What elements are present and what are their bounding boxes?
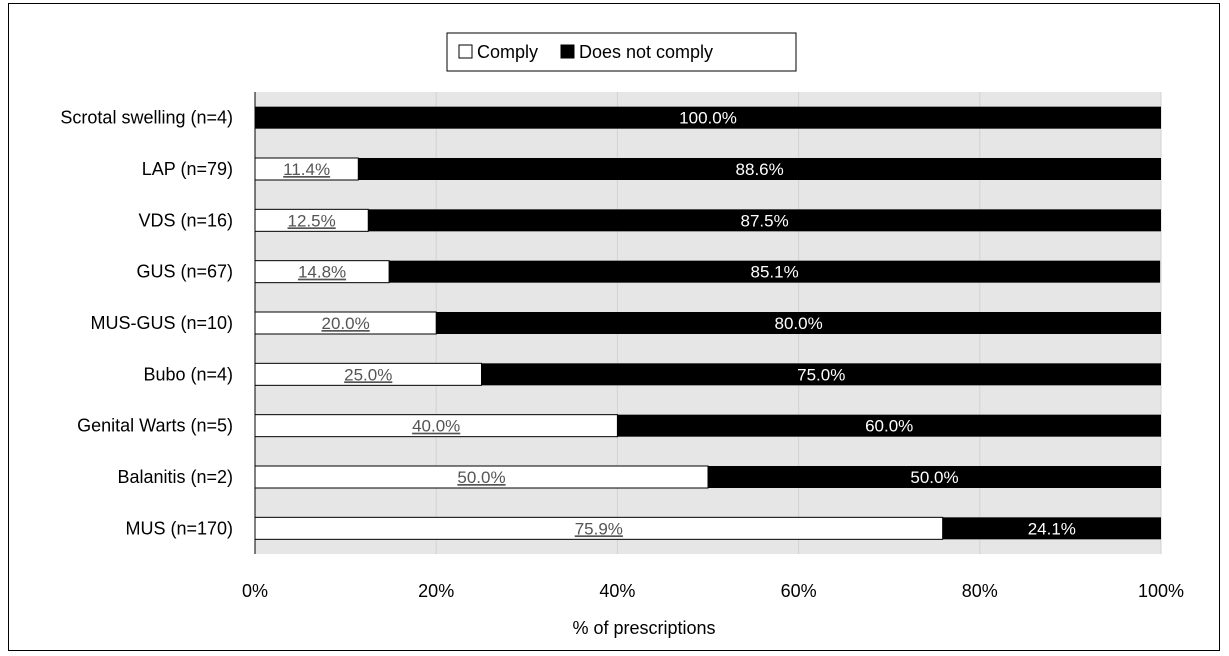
bar-does-not-comply [942,517,1161,540]
category-label: Balanitis (n=2) [117,467,233,487]
data-label-does-not-comply: 24.1% [1028,519,1076,538]
bar-does-not-comply [617,414,1161,437]
legend-swatch [458,44,473,59]
category-label: Genital Warts (n=5) [77,416,233,436]
bar-does-not-comply [358,158,1161,180]
data-label-does-not-comply: 50.0% [910,468,958,487]
data-label-comply: 25.0% [344,365,392,384]
bar-does-not-comply [481,363,1161,386]
bar-does-not-comply [389,260,1161,283]
legend-box [446,32,797,72]
legend: Comply Does not comply [446,32,797,72]
x-tick-label: 0% [242,581,268,601]
category-label: GUS (n=67) [136,262,233,282]
category-label: MUS-GUS (n=10) [90,313,233,333]
bar-does-not-comply [708,466,1161,488]
data-label-comply: 14.8% [298,263,346,282]
legend-label: Comply [477,42,538,62]
data-label-comply: 11.4% [283,160,330,179]
x-tick-label: 60% [781,581,817,601]
category-label: Scrotal swelling (n=4) [60,108,233,128]
data-label-does-not-comply: 100.0% [679,109,737,128]
data-label-comply: 20.0% [321,314,369,333]
category-label: LAP (n=79) [142,159,233,179]
bar-does-not-comply [255,106,1161,129]
data-label-does-not-comply: 88.6% [736,160,784,179]
x-axis-title: % of prescriptions [572,618,715,638]
data-label-does-not-comply: 75.0% [797,365,845,384]
legend-label: Does not comply [579,42,713,62]
x-tick-label: 80% [962,581,998,601]
bar-does-not-comply [436,312,1161,334]
category-label: MUS (n=170) [125,518,233,538]
bar-does-not-comply [368,209,1161,232]
category-label: VDS (n=16) [138,210,233,230]
data-label-does-not-comply: 60.0% [865,417,913,436]
data-label-comply: 50.0% [457,468,505,487]
data-label-comply: 75.9% [575,519,623,538]
data-label-does-not-comply: 85.1% [750,263,798,282]
data-label-does-not-comply: 80.0% [774,314,822,333]
category-label: Bubo (n=4) [143,364,233,384]
legend-swatch [560,44,575,59]
data-label-comply: 40.0% [412,417,460,436]
x-tick-label: 20% [418,581,454,601]
data-label-does-not-comply: 87.5% [741,211,789,230]
x-tick-label: 40% [599,581,635,601]
data-label-comply: 12.5% [288,211,336,230]
x-tick-label: 100% [1138,581,1184,601]
